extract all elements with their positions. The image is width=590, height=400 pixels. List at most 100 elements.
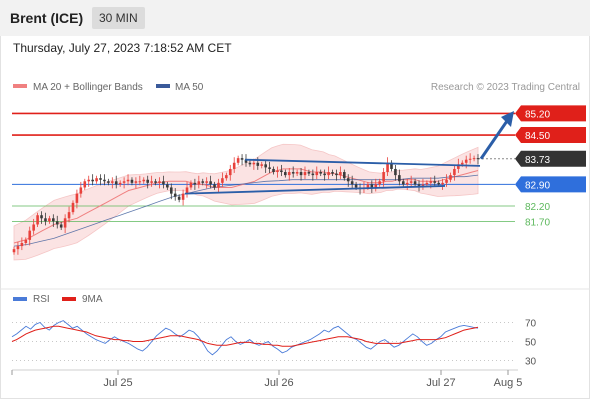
candle-body bbox=[437, 182, 440, 185]
candle-body bbox=[193, 182, 197, 185]
candle-body bbox=[16, 246, 20, 250]
candle-body bbox=[201, 181, 205, 183]
candle-body bbox=[425, 182, 429, 185]
rsi-line bbox=[11, 320, 479, 356]
candle-body bbox=[394, 168, 397, 176]
rsi-tick-label: 30 bbox=[525, 357, 537, 368]
candle-body bbox=[236, 158, 240, 163]
candle-body bbox=[142, 179, 146, 182]
candle-body bbox=[287, 172, 291, 176]
price-labels-layer: 85.20 84.50 83.73 82.90 82.20 81.70 bbox=[515, 105, 586, 228]
candle-body bbox=[460, 162, 464, 165]
candle-body bbox=[476, 158, 480, 160]
candle-body bbox=[126, 179, 130, 182]
lower-trendline bbox=[184, 185, 446, 195]
candle-body bbox=[99, 178, 102, 180]
candle-body bbox=[417, 184, 421, 186]
candle-body bbox=[134, 181, 138, 183]
x-tick-label: Jul 25 bbox=[103, 377, 132, 389]
candle-body bbox=[260, 164, 264, 166]
candle-body bbox=[405, 182, 409, 185]
candle-body bbox=[197, 181, 201, 185]
candle-body bbox=[464, 159, 468, 163]
candle-body bbox=[307, 172, 311, 174]
candle-body bbox=[20, 242, 24, 247]
x-axis-ticks: Jul 25 Jul 26 Jul 27 Aug 5 bbox=[11, 370, 523, 389]
candle-body bbox=[221, 178, 224, 183]
x-tick-label: Jul 26 bbox=[264, 377, 293, 389]
candle-body bbox=[429, 181, 433, 183]
candle-body bbox=[162, 181, 165, 185]
candle-body bbox=[449, 175, 452, 180]
ma50-legend-swatch bbox=[156, 84, 170, 88]
candle-body bbox=[36, 215, 39, 225]
level-tag-pivot bbox=[515, 176, 586, 193]
rsi-lines bbox=[11, 320, 479, 356]
candle-body bbox=[382, 172, 385, 182]
candle-body bbox=[409, 181, 413, 183]
candle-body bbox=[299, 172, 303, 176]
candle-body bbox=[173, 193, 177, 197]
level-tag-current bbox=[515, 150, 586, 167]
ma50-line bbox=[13, 174, 479, 247]
candle-body bbox=[398, 175, 401, 182]
level-label-resistance: 84.50 bbox=[525, 131, 550, 142]
candle-body bbox=[331, 172, 334, 174]
candle-body bbox=[421, 184, 425, 186]
candle-body bbox=[303, 172, 307, 176]
candle-body bbox=[354, 184, 358, 188]
upper-trendline bbox=[244, 158, 481, 167]
candle-body bbox=[83, 181, 87, 188]
candle-body bbox=[441, 182, 444, 185]
candle-body bbox=[40, 215, 43, 219]
candle-body bbox=[122, 181, 126, 183]
candle-body bbox=[433, 181, 437, 183]
ma50-legend-label: MA 50 bbox=[175, 82, 204, 93]
level-label-support: 81.70 bbox=[525, 217, 550, 228]
candle-body bbox=[181, 193, 185, 200]
candle-body bbox=[248, 162, 252, 165]
candle-body bbox=[327, 172, 330, 176]
level-tag-resistance bbox=[515, 127, 586, 144]
candle-body bbox=[79, 187, 83, 194]
candle-body bbox=[150, 181, 153, 183]
candle-body bbox=[32, 224, 35, 231]
level-tag-resistance bbox=[515, 105, 586, 122]
candle-body bbox=[240, 158, 244, 160]
rsi-ma-line bbox=[11, 325, 479, 347]
candle-body bbox=[370, 184, 374, 188]
candle-body bbox=[169, 187, 173, 194]
candle-body bbox=[268, 167, 271, 169]
candle-body bbox=[217, 182, 220, 188]
bollinger-bands-layer bbox=[13, 143, 479, 261]
candle-body bbox=[346, 178, 350, 182]
candle-body bbox=[213, 184, 216, 188]
ma20-legend-swatch bbox=[13, 84, 27, 88]
candle-body bbox=[91, 179, 94, 182]
candle-body bbox=[111, 181, 114, 183]
candle-body bbox=[185, 187, 189, 194]
level-label-pivot: 82.90 bbox=[525, 180, 550, 191]
candle-body bbox=[232, 162, 236, 169]
candle-body bbox=[107, 181, 110, 183]
candle-body bbox=[71, 202, 75, 213]
candle-body bbox=[52, 218, 55, 222]
candle-body bbox=[413, 181, 417, 185]
level-label-resistance: 85.20 bbox=[525, 109, 550, 120]
candle-body bbox=[280, 170, 283, 173]
instrument-title: Brent (ICE) bbox=[10, 10, 84, 26]
candle-body bbox=[44, 218, 47, 222]
candle-body bbox=[386, 162, 389, 173]
rsi-legend-label: RSI bbox=[33, 294, 50, 305]
candle-body bbox=[189, 182, 193, 188]
candle-body bbox=[114, 181, 118, 185]
x-tick-label: Aug 5 bbox=[494, 377, 523, 389]
candle-body bbox=[75, 193, 79, 203]
timeframe-badge[interactable]: 30 MIN bbox=[92, 7, 145, 29]
candle-body bbox=[154, 181, 157, 183]
candle-body bbox=[59, 224, 63, 228]
candle-body bbox=[244, 159, 248, 163]
candle-body bbox=[228, 168, 232, 176]
candle-body bbox=[343, 172, 346, 179]
candle-body bbox=[284, 172, 287, 176]
